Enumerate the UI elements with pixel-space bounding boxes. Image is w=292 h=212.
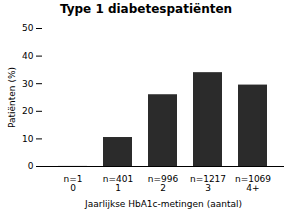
- svg-text:Patiënten (%): Patiënten (%): [7, 67, 17, 128]
- svg-text:30: 30: [22, 79, 34, 89]
- svg-text:50: 50: [22, 23, 34, 33]
- svg-text:n=10694+: n=10694+: [235, 174, 271, 193]
- svg-text:n=12173: n=12173: [190, 174, 226, 193]
- svg-text:0: 0: [28, 161, 34, 171]
- svg-text:n=9962: n=9962: [148, 174, 179, 193]
- svg-text:n=4011: n=4011: [103, 174, 133, 193]
- html-text:Type 1 diabetespatiënten: Type 1 diabetespatiënten: [59, 2, 233, 16]
- svg-text:40: 40: [22, 51, 34, 61]
- svg-text:20: 20: [22, 106, 34, 116]
- svg-text:n=10: n=10: [64, 174, 83, 193]
- svg-text:10: 10: [22, 134, 34, 144]
- svg-text:Jaarlijkse HbA1c-metingen (aan: Jaarlijkse HbA1c-metingen (aantal): [84, 199, 242, 209]
